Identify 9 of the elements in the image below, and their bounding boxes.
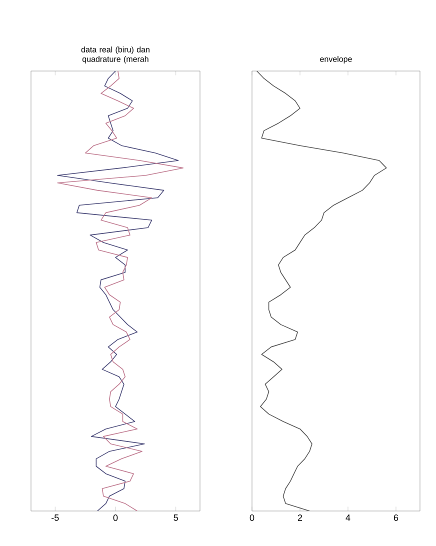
- x-tick-label: 2: [298, 514, 302, 521]
- x-tick-label: 0: [113, 514, 118, 521]
- x-tick-label: 4: [346, 514, 350, 521]
- chart-title: envelope: [320, 56, 352, 64]
- x-tick-label: 5: [174, 514, 178, 521]
- x-tick-label: 6: [394, 514, 398, 521]
- x-tick-label: -5: [52, 514, 59, 521]
- x-tick-label: 0: [250, 514, 254, 521]
- chart-title: data real (biru) dan quadrature (merah: [81, 46, 150, 64]
